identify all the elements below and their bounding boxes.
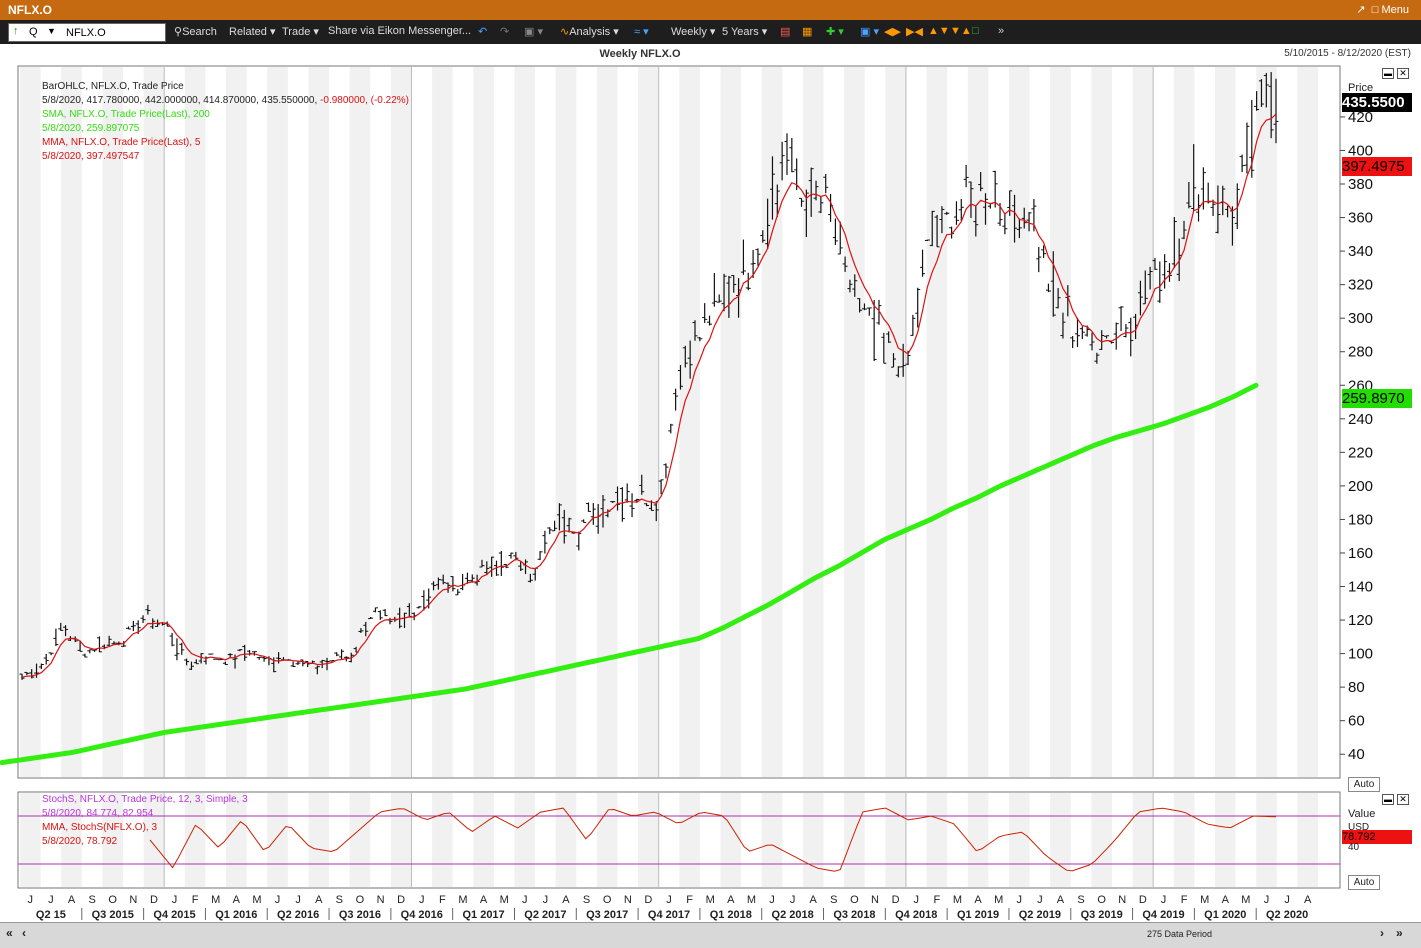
stoch-pane-close-icon[interactable]: ✕ [1397,794,1409,805]
price-auto-button[interactable]: Auto [1348,777,1380,792]
scroll-last-icon[interactable]: » [1396,926,1403,940]
date-range: 5/10/2015 - 8/12/2020 (EST) [1284,48,1411,59]
zoom-icon[interactable]: ▣ ▾ [860,25,879,38]
draw-icon[interactable]: □ [972,25,979,37]
trade-menu[interactable]: Trade ▾ [282,25,319,38]
window-titlebar: NFLX.O ↗ □ Menu [0,0,1421,20]
scrollbar[interactable]: « ‹ 275 Data Period › » [0,922,1421,948]
price-pane-restore-icon[interactable]: ▬ [1382,68,1394,79]
stoch-mma-value: 5/8/2020, 78.792 [42,835,248,849]
window-icon[interactable]: □ [1372,4,1379,16]
up-arrow-icon: ↑ [13,25,19,37]
scroll-first-icon[interactable]: « [6,926,13,940]
scroll-next-icon[interactable]: › [1380,926,1384,940]
ric-input[interactable] [63,24,163,41]
related-menu[interactable]: Related ▾ [229,25,276,38]
line-chart-icon[interactable]: ▤ [780,25,790,38]
scroll-left-icon[interactable]: ◀▶ [884,25,901,38]
menu-button[interactable]: ↗ □ Menu [1356,3,1409,16]
undo-icon[interactable]: ↶ [478,25,487,38]
analysis-menu[interactable]: ∿Analysis ▾ [560,25,619,38]
crosshair-icon[interactable]: ✚ ▾ [826,25,844,38]
stoch-legend: StochS, NFLX.O, Trade Price, 12, 3, Simp… [42,793,248,849]
stoch-axis-header: Value [1348,808,1375,820]
interval-select[interactable]: Weekly ▾ [671,25,715,38]
legend-mma-value: 5/8/2020, 397.497547 [42,150,409,164]
menu-label[interactable]: Menu [1381,4,1409,16]
chart-title: Weekly NFLX.O [0,48,1280,60]
legend-sma-title: SMA, NFLX.O, Trade Price(Last), 200 [42,108,409,122]
ric-box[interactable]: ↑ Q ▼ [8,23,166,42]
legend-bar-values: 5/8/2020, 417.780000, 442.000000, 414.87… [42,94,409,108]
scroll-right-icon[interactable]: ▶◀ [906,25,923,38]
expand-icon[interactable]: ↗ [1356,4,1365,16]
stoch-tick-40: 40 [1348,842,1359,853]
toolbar: ↑ Q ▼ ⚲Search Related ▾ Trade ▾ Share vi… [0,20,1421,45]
stoch-legend-values: 5/8/2020, 84.774, 82.954 [42,807,248,821]
analysis-icon: ∿ [560,26,569,38]
mma-value-label: 397.4975 [1342,157,1412,176]
price-legend: BarOHLC, NFLX.O, Trade Price 5/8/2020, 4… [42,80,409,164]
overlay-icon[interactable]: ≈ ▾ [634,25,649,38]
period-select[interactable]: 5 Years ▾ [722,25,767,38]
compress-vertical-icon[interactable]: ▼▲ [950,25,972,37]
bar-chart-icon[interactable]: ▦ [802,25,812,38]
data-period-label: 275 Data Period [1147,929,1212,939]
scroll-prev-icon[interactable]: ‹ [22,926,26,940]
ric-prefix[interactable]: Q [29,26,38,38]
window-title: NFLX.O [8,3,52,17]
last-price-label: 435.5500 [1342,93,1412,112]
search-button[interactable]: ⚲Search [174,25,217,38]
legend-bar-title: BarOHLC, NFLX.O, Trade Price [42,80,409,94]
sma-value-label: 259.8970 [1342,389,1412,408]
expand-vertical-icon[interactable]: ▲▼ [928,25,950,37]
legend-mma-title: MMA, NFLX.O, Trade Price(Last), 5 [42,136,409,150]
stoch-pane-restore-icon[interactable]: ▬ [1382,794,1394,805]
price-pane-close-icon[interactable]: ✕ [1397,68,1409,79]
ric-dropdown-icon[interactable]: ▼ [47,26,56,36]
folder-icon[interactable]: ▣ ▾ [524,25,543,38]
redo-icon[interactable]: ↷ [500,25,509,38]
stoch-legend-title: StochS, NFLX.O, Trade Price, 12, 3, Simp… [42,793,248,807]
search-icon: ⚲ [174,26,182,38]
stoch-mma-title: MMA, StochS(NFLX.O), 3 [42,821,248,835]
stoch-auto-button[interactable]: Auto [1348,875,1380,890]
more-icon[interactable]: » [998,25,1004,37]
legend-sma-value: 5/8/2020, 259.897075 [42,122,409,136]
share-button[interactable]: Share via Eikon Messenger... [328,25,471,37]
legend-bar-change: -0.980000, (-0.22%) [320,95,409,106]
